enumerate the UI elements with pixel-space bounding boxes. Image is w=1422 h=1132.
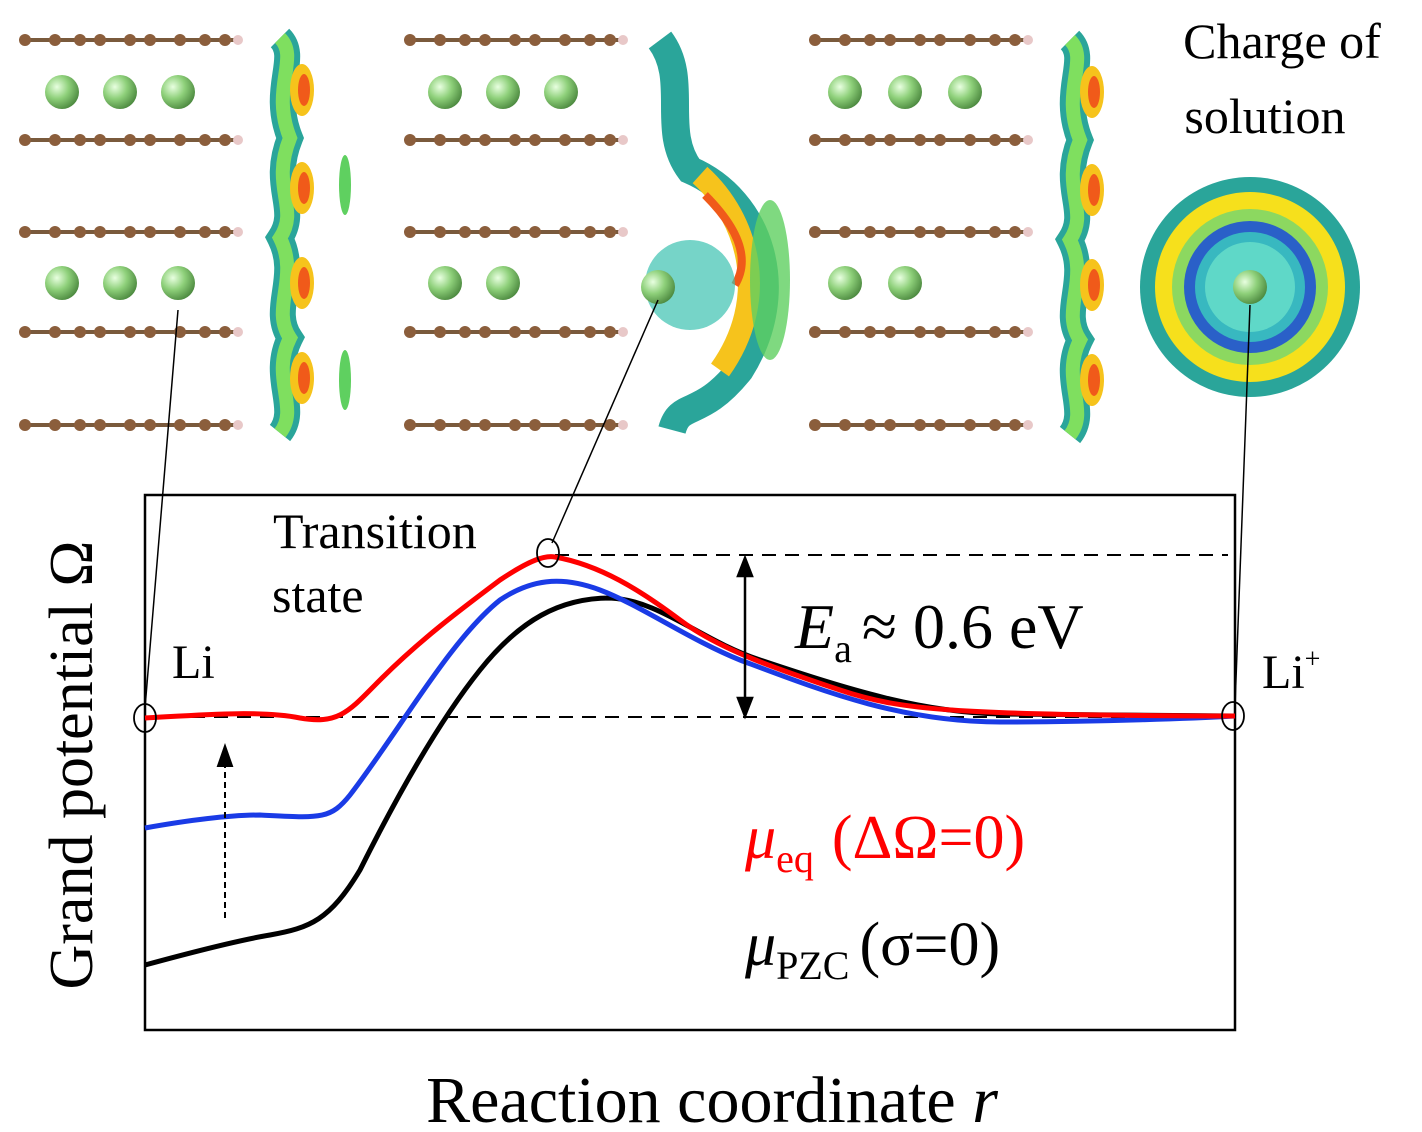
- plot-frame: [143, 493, 1237, 1032]
- barrier-label: Ea ≈ 0.6 eV: [794, 591, 1084, 671]
- plot: Transition state Li Li+ Ea ≈ 0.6 eV μeq (Δ…: [38, 493, 1320, 1132]
- state-marker: [133, 703, 157, 733]
- pzc-curve: [144, 595, 1236, 968]
- barrier-symbol: E: [794, 591, 834, 662]
- li-ion-label: Li+: [1262, 644, 1320, 699]
- state-marker: [536, 538, 560, 568]
- x-axis-var: r: [972, 1064, 998, 1132]
- x-axis-text: Reaction coordinate: [426, 1064, 956, 1132]
- connectors: [144, 299, 1251, 709]
- solution-label: Charge of: [1183, 13, 1381, 69]
- intermediate-curve: [144, 578, 1236, 831]
- barrier-arrow: [736, 554, 754, 720]
- barrier-sub: a: [834, 626, 852, 671]
- legend-pzc: μPZC (σ=0): [744, 911, 1000, 988]
- legend-text: (ΔΩ=0): [832, 804, 1025, 872]
- legend-symbol: μ: [744, 911, 776, 979]
- structure-panels: Charge of solution: [17, 13, 1381, 435]
- eq-curve: [144, 554, 1236, 723]
- y-axis-label: Grand potential Ω: [38, 541, 106, 990]
- legend-sub: eq: [776, 836, 814, 881]
- legend-symbol: μ: [744, 804, 776, 872]
- barrier-value: ≈ 0.6 eV: [862, 591, 1084, 662]
- transition-label: state: [272, 567, 364, 623]
- legend-text: (σ=0): [859, 911, 1000, 979]
- li-ion-base: Li: [1262, 646, 1305, 699]
- li-ion-sup: +: [1305, 644, 1321, 675]
- legend-sub: PZC: [776, 943, 849, 988]
- x-axis-label: Reaction coordinate r: [426, 1064, 998, 1132]
- state-marker: [1221, 701, 1245, 731]
- legend-eq: μeq (ΔΩ=0): [744, 804, 1025, 881]
- panel-transition: [402, 31, 790, 435]
- li-label: Li: [172, 636, 215, 689]
- panel-initial: [17, 34, 351, 433]
- shift-arrow: [216, 742, 234, 918]
- panel-final: [807, 34, 1360, 435]
- solution-label: solution: [1184, 88, 1345, 144]
- transition-label: Transition: [273, 503, 477, 559]
